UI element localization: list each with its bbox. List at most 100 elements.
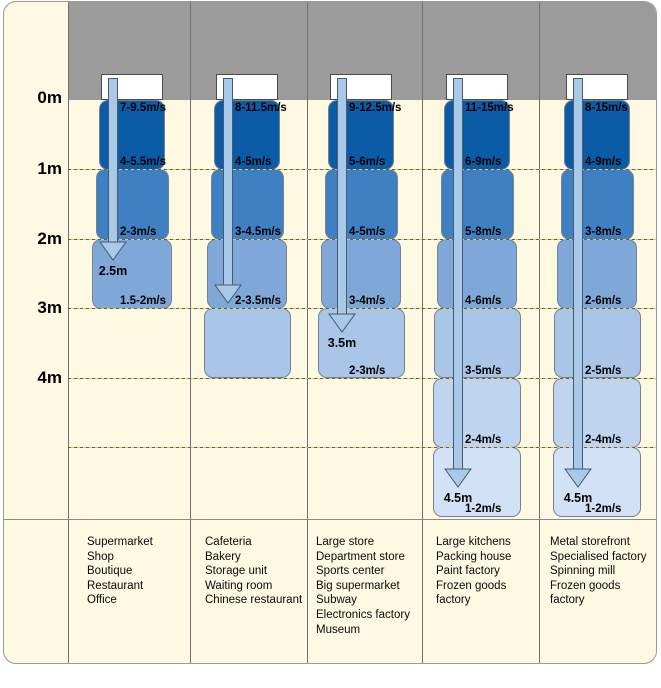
application-item: Office (87, 594, 117, 607)
application-item: Boutique (87, 565, 133, 578)
application-item: Large store (316, 536, 375, 548)
application-item: Restaurant (87, 579, 144, 592)
application-item: Packing house (436, 550, 512, 563)
velocity-label: 9-12.5m/s (349, 102, 402, 114)
velocity-label: 2-6m/s (585, 295, 622, 308)
arrow-down-icon (99, 78, 127, 261)
column-separator (539, 2, 540, 663)
application-item: Supermarket (87, 536, 153, 548)
jet-segment (553, 308, 641, 379)
velocity-label: 8-15m/s (585, 102, 628, 114)
depth-axis-label: 3m (37, 298, 62, 317)
application-list-cell: Large kitchens Packing house Paint factory… (436, 535, 535, 608)
depth-axis-label: 2m (37, 229, 62, 248)
grid-line (68, 238, 656, 240)
application-list-cell: Large store Department store Sports center… (316, 535, 418, 637)
arrow-down-icon (214, 78, 242, 304)
velocity-label: 1.5-2m/s (120, 295, 167, 308)
application-item: Specialised factory (550, 550, 647, 563)
velocity-label: 4-5m/s (235, 156, 272, 169)
velocity-label: 1-2m/s (585, 503, 622, 516)
application-item: Cafeteria (205, 536, 252, 548)
jet-segment (324, 169, 398, 240)
velocity-label: 6-9m/s (465, 156, 502, 169)
grid-line (68, 377, 656, 379)
application-item: Big supermarket (316, 579, 400, 592)
velocity-label: 3-4m/s (349, 295, 386, 308)
application-item: Bakery (205, 550, 241, 563)
arrow-down-icon (328, 78, 356, 333)
velocity-label: 2-4m/s (585, 434, 622, 446)
application-item: Electronics factory (316, 608, 410, 621)
velocity-label: 4-9m/s (585, 156, 622, 169)
application-item: Paint factory (436, 565, 500, 578)
penetration-depth-value: 3.5m (327, 336, 357, 350)
column-separator (307, 2, 308, 663)
velocity-label: 11-15m/s (465, 102, 514, 114)
jet-segment (433, 377, 521, 448)
velocity-label: 5-8m/s (465, 225, 502, 238)
application-list-cell: Supermarket Shop Boutique Restaurant Office (87, 535, 186, 608)
velocity-label: 8-11.5m/s (235, 102, 287, 114)
table-top-border (4, 519, 656, 520)
velocity-label: 1-2m/s (465, 503, 502, 516)
application-item: Chinese restaurant (205, 594, 303, 607)
penetration-depth-arrow (328, 78, 356, 333)
velocity-label: 3-5m/s (465, 364, 502, 377)
velocity-label: 2-3m/s (349, 364, 386, 377)
velocity-label: 7-9.5m/s (120, 102, 167, 114)
penetration-depth-value: 2.5m (98, 264, 128, 278)
application-item: Sports center (316, 565, 385, 578)
application-list-cell: Cafeteria Bakery Storage unit Waiting room C… (205, 535, 303, 608)
velocity-label: 4-5.5m/s (120, 156, 167, 169)
jet-segment (317, 308, 405, 379)
column-separator (190, 2, 191, 663)
arrow-down-icon (444, 78, 472, 488)
velocity-label: 5-6m/s (349, 156, 386, 169)
velocity-label: 4-6m/s (465, 295, 502, 308)
velocity-label: 2-5m/s (585, 364, 622, 377)
application-item: Waiting room (205, 579, 273, 592)
jet-segment (203, 308, 291, 379)
column-separator (68, 2, 69, 663)
arrow-down-icon (564, 78, 592, 488)
penetration-depth-arrow (444, 78, 472, 488)
depth-axis-label: 1m (37, 159, 62, 178)
jet-segment (92, 238, 172, 309)
application-item: Storage unit (205, 565, 268, 578)
depth-axis-label: 4m (37, 368, 62, 387)
jet-segment (210, 169, 284, 240)
column-separator (422, 2, 423, 663)
application-item: Spinning mill (550, 565, 616, 578)
figure-frame: 0m 1m 2m 3m 4m 7-9.5m/s 4-5.5m/s 2-3m/s 1.5-2m/s… (3, 1, 657, 664)
application-item: Metal storefront (550, 536, 630, 548)
jet-segment (553, 447, 641, 518)
application-list-cell: Metal storefront Specialised factory Spinn… (550, 535, 654, 608)
depth-axis-label: 0m (37, 88, 62, 107)
velocity-label: 3-8m/s (585, 225, 622, 238)
velocity-label: 3-4.5m/s (235, 225, 282, 238)
grid-line (68, 169, 656, 171)
velocity-label: 2-3.5m/s (235, 295, 282, 308)
penetration-depth-arrow (99, 78, 127, 261)
application-item: Shop (87, 550, 114, 563)
jet-segment (553, 377, 641, 448)
penetration-depth-arrow (564, 78, 592, 488)
penetration-depth-arrow (214, 78, 242, 304)
jet-segment (437, 238, 517, 309)
grid-line (68, 447, 656, 448)
penetration-depth-value: 4.5m (443, 491, 473, 505)
application-item: Museum (316, 623, 361, 636)
velocity-label: 2-4m/s (465, 434, 502, 446)
application-item: Large kitchens (436, 536, 511, 548)
penetration-depth-value: 4.5m (563, 491, 593, 505)
application-item: Frozen goods factory (550, 579, 621, 607)
velocity-label: 4-5m/s (349, 225, 386, 238)
velocity-label: 2-3m/s (120, 225, 157, 238)
jet-segment (433, 447, 521, 518)
application-item: Frozen goods factory (436, 579, 507, 607)
application-item: Department store (316, 550, 405, 563)
jet-segment (433, 308, 521, 379)
grid-line (68, 308, 656, 310)
